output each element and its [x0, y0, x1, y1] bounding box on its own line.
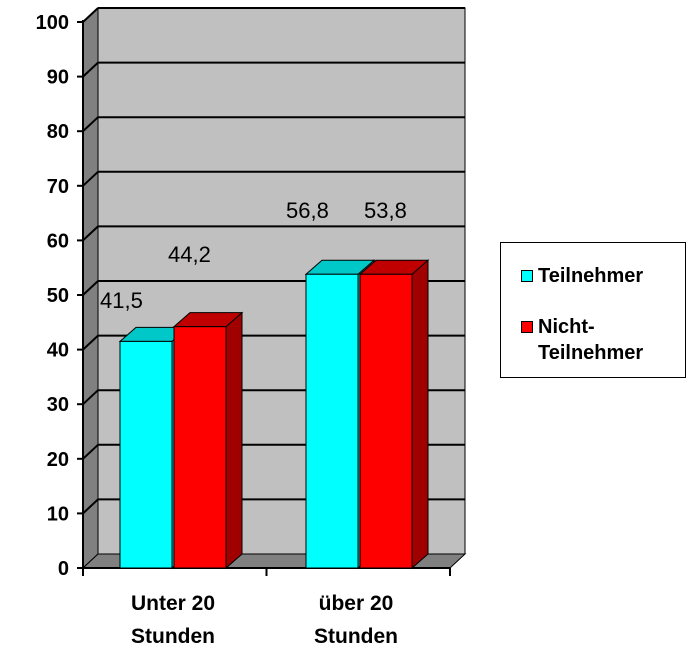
legend-label: Teilnehmer [538, 265, 644, 287]
gridline-diag [82, 389, 99, 405]
x-category-label: Unter 20 [131, 592, 215, 615]
y-tick-label: 80 [47, 121, 69, 143]
legend-swatch-nicht-teilnehmer [521, 321, 533, 333]
x-category-labels: Unter 20 Stunden über 20 Stunden [131, 592, 398, 645]
gridline-diag [82, 7, 99, 23]
bar-side [411, 259, 429, 570]
gridline-diag [82, 444, 99, 460]
bar-side [225, 311, 243, 570]
legend: Teilnehmer Nicht- Teilnehmer [500, 242, 686, 378]
x-category-label: Stunden [314, 625, 398, 645]
data-label: 56,8 [286, 198, 329, 223]
y-tick-label: 10 [47, 503, 69, 525]
bars [118, 259, 430, 570]
gridline-diag [82, 225, 99, 242]
bar-nicht-teilnehmer-2 [358, 259, 430, 570]
y-tick-label: 60 [47, 230, 69, 252]
data-label: 44,2 [168, 242, 211, 267]
y-tick-label: 70 [47, 176, 69, 198]
x-category-label: Stunden [131, 625, 215, 645]
y-tick-label: 40 [47, 340, 69, 362]
bar-front [359, 273, 413, 569]
x-category-label: über 20 [319, 592, 394, 615]
y-tick-label: 100 [36, 12, 69, 34]
bar-front [119, 340, 173, 569]
gridline-diag [82, 116, 99, 132]
bar-front [173, 326, 227, 569]
y-tick-label: 30 [47, 394, 69, 416]
bar-nicht-teilnehmer-1 [172, 311, 244, 570]
y-tick-label: 90 [47, 67, 69, 89]
data-label: 53,8 [364, 198, 407, 223]
y-tick-label: 0 [58, 558, 69, 580]
gridline-diag [82, 498, 99, 515]
legend-swatch-teilnehmer [521, 270, 533, 282]
y-tick-labels: 0 10 20 30 40 50 60 70 80 90 100 [36, 12, 69, 580]
gridline-diag [82, 171, 99, 187]
bar-front [305, 273, 359, 569]
data-label: 41,5 [100, 288, 143, 313]
y-tick-label: 50 [47, 285, 69, 307]
gridline-diag [82, 280, 99, 296]
gridline-diag [82, 334, 99, 351]
legend-label: Nicht- Teilnehmer [538, 316, 644, 364]
y-tick-label: 20 [47, 449, 69, 471]
data-labels: 41,5 44,2 56,8 53,8 [100, 198, 407, 313]
gridline-diag [82, 61, 99, 78]
